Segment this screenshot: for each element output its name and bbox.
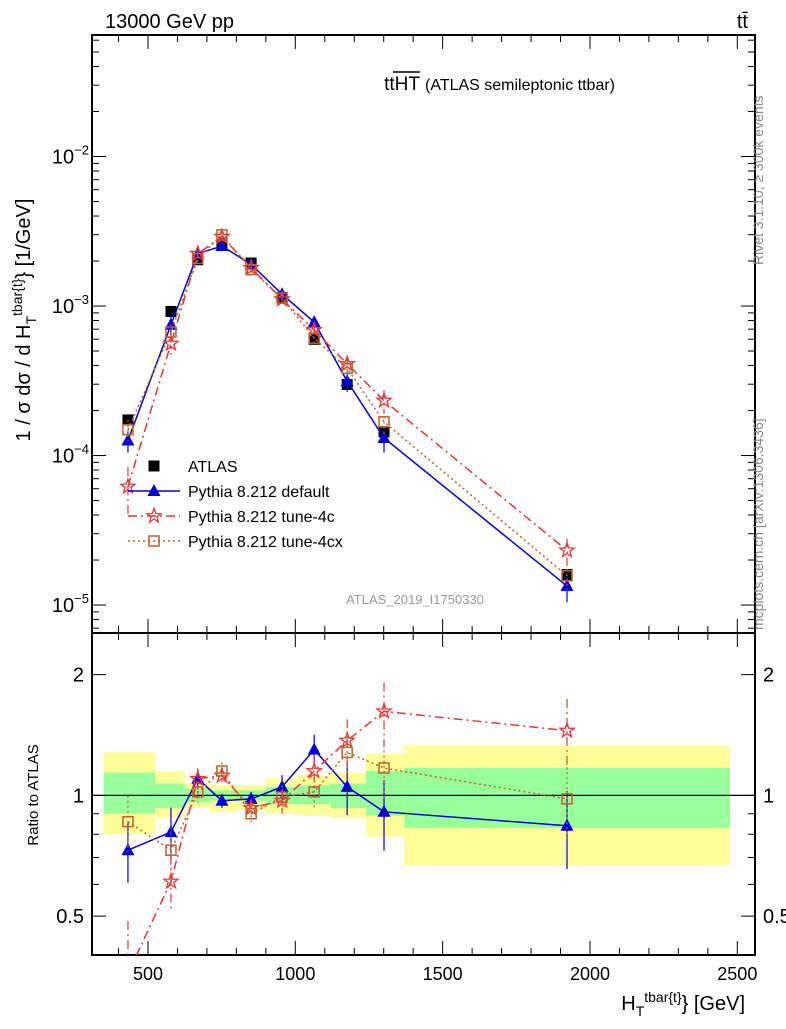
ratio-point-pythia-8-212-default (560, 818, 574, 831)
ratio-point-pythia-8-212-tune-4cx (561, 793, 573, 805)
ratio-line-pythia-8-212-tune-4cx (127, 751, 568, 852)
x-axis-label: HTtbar{t}} [GeV] (621, 989, 745, 1019)
ratio-point-pythia-8-212-default (244, 791, 258, 804)
ratio-point-pythia-8-212-tune-4c (375, 701, 393, 720)
point-pythia-8-212-tune-4cx (341, 362, 353, 375)
point-pythia-8-212-tune-4cx (192, 252, 204, 265)
point-pythia-8-212-default (244, 257, 258, 270)
ratio-y-label: Ratio to ATLAS (25, 744, 42, 845)
ratio-point-pythia-8-212-tune-4cx (165, 844, 177, 856)
point-pythia-8-212-tune-4c (188, 244, 207, 262)
x-tick-label: 1500 (423, 964, 463, 984)
point-pythia-8-212-tune-4c (374, 391, 393, 409)
ratio-y-tick-label: 0.5 (56, 906, 84, 928)
ratio-y-tick-label-right: 0.5 (763, 906, 786, 928)
ratio-line-pythia-8-212-tune-4c (135, 710, 568, 955)
ratio-frame (91, 632, 756, 956)
ratio-point-pythia-8-212-default (307, 742, 321, 755)
legend-label-pythia-8-212-tune-4cx: Pythia 8.212 tune-4cx (188, 534, 343, 551)
ratio-point-pythia-8-212-default (121, 843, 135, 856)
legend-marker-pythia-8-212-tune-4cx (148, 535, 160, 547)
band-stat-uncertainty (103, 772, 156, 814)
ratio-bands (103, 745, 730, 866)
legend-label-pythia-8-212-default: Pythia 8.212 default (188, 484, 330, 501)
point-pythia-8-212-tune-4cx (308, 332, 320, 344)
point-atlas (165, 305, 177, 317)
x-tick-label: 2000 (570, 964, 610, 984)
point-pythia-8-212-tune-4c (161, 334, 180, 352)
y-axis-label: 1 / σ dσ / d HTtbar{t}} [1/GeV] (9, 199, 39, 442)
ratio-point-pythia-8-212-default (377, 804, 391, 817)
x-tick-label: 500 (133, 964, 163, 984)
point-pythia-8-212-tune-4cx (165, 326, 177, 338)
y-tick-label: 10−5 (52, 591, 89, 617)
ratio-point-pythia-8-212-tune-4cx (341, 746, 353, 759)
ratio-point-pythia-8-212-tune-4cx (378, 762, 390, 774)
ratio-point-pythia-8-212-default (215, 793, 229, 806)
y-tick-label: 10−3 (52, 292, 89, 318)
point-pythia-8-212-tune-4cx (245, 263, 257, 276)
ratio-point-pythia-8-212-tune-4cx (308, 786, 320, 798)
ratio-y-tick-label: 1 (73, 785, 84, 807)
axes: 500 1000 1500 2000 2500 10−2 10−3 10−4 10−5 0.5 0.… (52, 34, 786, 984)
mcplots-label: mcplots.cern.ch [arXiv:1306.3436] (750, 418, 766, 630)
ratio-y-tick-label: 2 (73, 665, 84, 687)
y-tick-label: 10−4 (52, 442, 89, 468)
ratio-point-pythia-8-212-tune-4c (161, 871, 181, 890)
point-pythia-8-212-tune-4cx (378, 416, 390, 428)
point-pythia-8-212-tune-4cx (276, 292, 288, 304)
ratio-y-tick-label-right: 2 (763, 665, 774, 687)
point-pythia-8-212-tune-4cx (561, 569, 573, 582)
analysis-watermark: ATLAS_2019_I1750330 (346, 592, 484, 607)
point-pythia-8-212-default (340, 374, 354, 387)
rivet-label: Rivet 3.1.10, ≥ 300k events (750, 95, 766, 265)
data-series (118, 227, 576, 955)
ratio-point-pythia-8-212-tune-4c (558, 721, 576, 739)
point-atlas (308, 333, 320, 345)
plot-title-main: ttHT (384, 74, 420, 95)
line-pythia-8-212-tune-4cx (127, 233, 568, 577)
point-pythia-8-212-tune-4cx (216, 229, 228, 241)
x-tick-label: 1000 (275, 964, 315, 984)
legend-label-pythia-8-212-tune-4c: Pythia 8.212 tune-4c (188, 509, 335, 526)
point-pythia-8-212-default (215, 239, 229, 252)
line-pythia-8-212-default (127, 245, 568, 587)
legend: ATLAS Pythia 8.212 default Pythia 8.212 tu… (128, 459, 343, 551)
ratio-series-group (121, 682, 576, 955)
ratio-point-pythia-8-212-tune-4c (338, 730, 357, 749)
ratio-point-pythia-8-212-default (340, 779, 354, 792)
legend-marker-atlas (148, 460, 160, 472)
header-left: 13000 GeV pp (105, 11, 234, 33)
ratio-point-pythia-8-212-tune-4cx (192, 786, 204, 798)
point-pythia-8-212-tune-4c (118, 477, 137, 495)
x-tick-label: 2500 (717, 964, 757, 984)
point-atlas (122, 414, 134, 426)
point-pythia-8-212-default (121, 433, 135, 446)
y-tick-label: 10−2 (52, 143, 89, 169)
line-pythia-8-212-tune-4c (127, 235, 568, 551)
legend-marker-pythia-8-212-default (147, 484, 161, 496)
ratio-point-pythia-8-212-tune-4cx (245, 807, 257, 820)
ratio-point-pythia-8-212-tune-4c (305, 761, 324, 779)
point-pythia-8-212-tune-4c (558, 540, 576, 559)
ratio-line-pythia-8-212-default (127, 748, 568, 851)
point-pythia-8-212-default (377, 430, 391, 443)
legend-label-atlas: ATLAS (188, 459, 238, 476)
ratio-point-pythia-8-212-tune-4cx (276, 791, 288, 803)
ratio-y-tick-label-right: 1 (763, 785, 774, 807)
plot-title-sub: (ATLAS semileptonic ttbar) (425, 77, 615, 94)
ratio-point-pythia-8-212-tune-4cx (122, 815, 134, 828)
legend-marker-pythia-8-212-tune-4c (145, 506, 163, 524)
ratio-point-pythia-8-212-default (164, 825, 178, 838)
point-pythia-8-212-tune-4cx (122, 423, 134, 436)
ratio-point-pythia-8-212-tune-4cx (216, 765, 228, 777)
header-right: tt̄ (737, 11, 749, 33)
main-series-group (118, 227, 576, 603)
